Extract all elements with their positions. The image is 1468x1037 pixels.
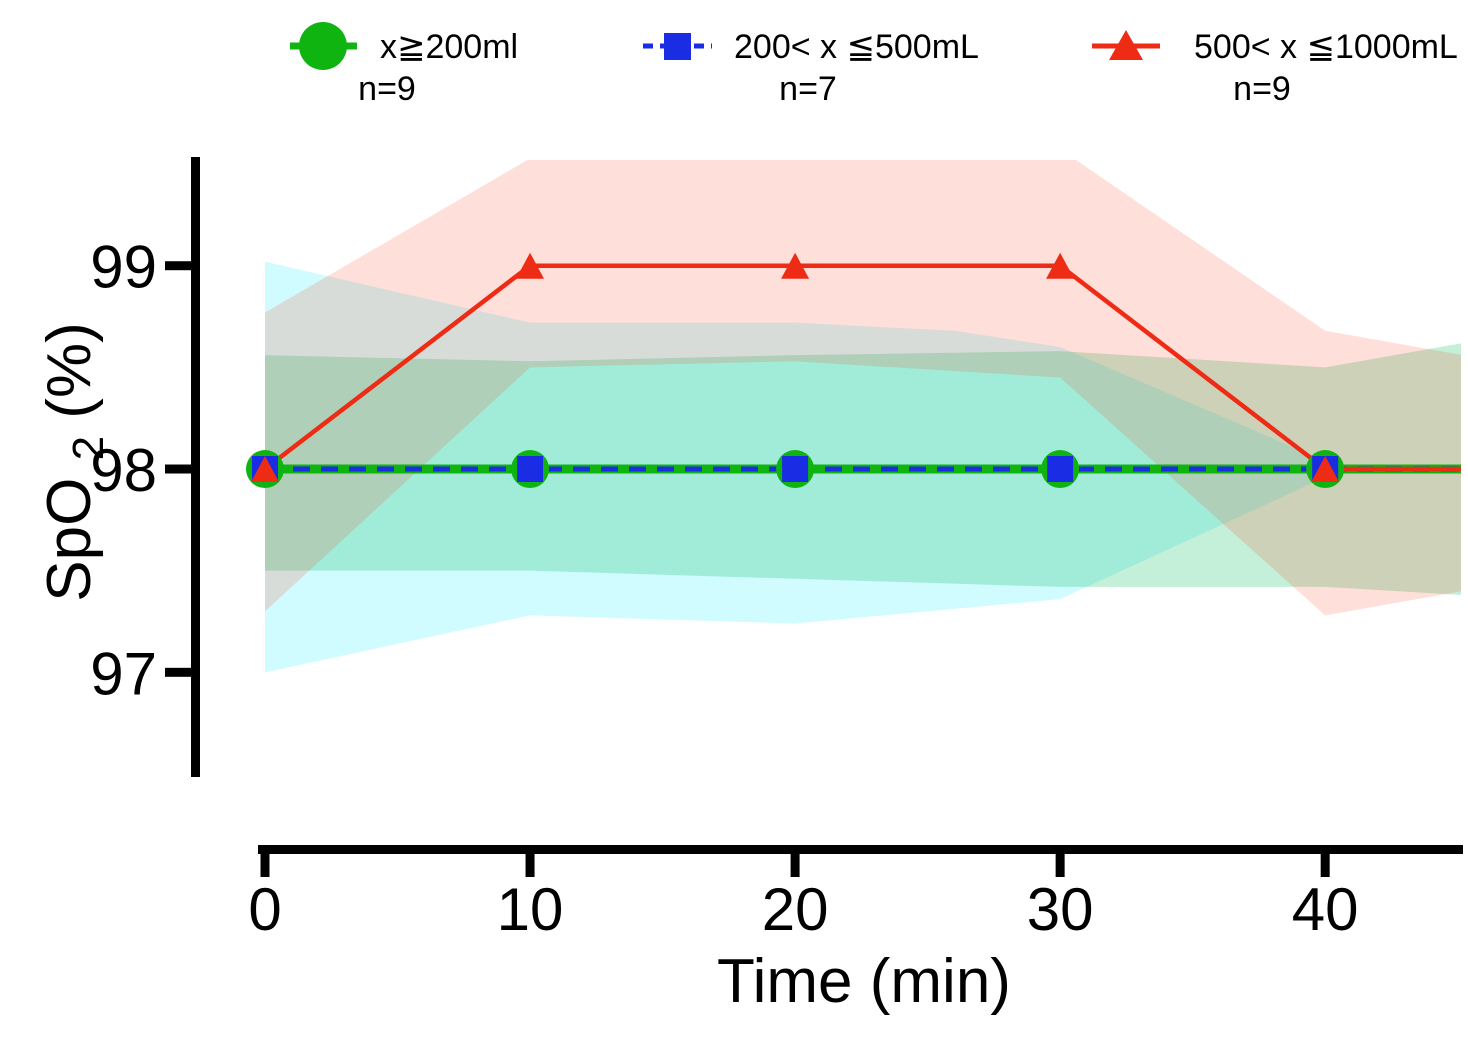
legend-n-1: n=9 [358,70,416,108]
x-tick-label: 40 [1292,876,1359,943]
legend-n-3: n=9 [1233,70,1291,108]
series-lines [265,263,1461,474]
data-point-square [782,456,809,483]
y-axis-spine [191,157,200,777]
y-axis-title-unit: (%) [35,322,104,418]
y-tick-label: 99 [90,234,157,301]
x-tick [790,854,800,877]
y-axis-ticks: 97 98 99 [90,234,191,707]
y-tick-label: 98 [90,437,157,504]
confidence-bands [265,160,1461,673]
y-tick [165,261,191,271]
y-tick [165,464,191,474]
legend: x≧200ml n=9 200< x ≦500mL n=7 500< x ≦10… [290,22,1458,108]
data-point-square [1047,456,1074,483]
legend-marker-square-icon [664,33,691,60]
x-tick [260,854,270,877]
data-point-square [517,456,544,483]
data-point-triangle [1046,252,1075,279]
y-axis-title-main: SpO [35,478,104,602]
y-tick [165,667,191,677]
x-tick-label: 0 [248,876,281,943]
x-tick-label: 30 [1027,876,1094,943]
legend-marker-circle-icon [299,22,347,70]
data-point-triangle [516,252,545,279]
data-point-triangle [1311,456,1340,483]
x-axis-ticks: 0 10 20 30 40 [248,854,1359,943]
x-tick-label: 10 [497,876,564,943]
y-tick-label: 97 [90,640,157,707]
legend-label-3: 500< x ≦1000mL [1194,28,1458,66]
x-axis-spine [258,845,1463,854]
series-markers [246,252,1345,489]
legend-label-1: x≧200ml [380,28,518,66]
data-point-triangle [251,456,279,483]
x-tick [525,854,535,877]
legend-marker-triangle-icon [1109,30,1143,60]
sd-band [265,160,1461,616]
x-tick [1055,854,1065,877]
y-axis-title: SpO 2 (%) [35,322,117,601]
x-axis-title: Time (min) [717,947,1011,1016]
series-line-triangle [265,263,1461,472]
y-axis-title-subscript: 2 [64,436,113,460]
x-tick-label: 20 [762,876,829,943]
legend-n-2: n=7 [779,70,837,108]
x-tick [1320,854,1330,877]
legend-label-2: 200< x ≦500mL [734,28,979,66]
data-point-triangle [781,252,810,279]
